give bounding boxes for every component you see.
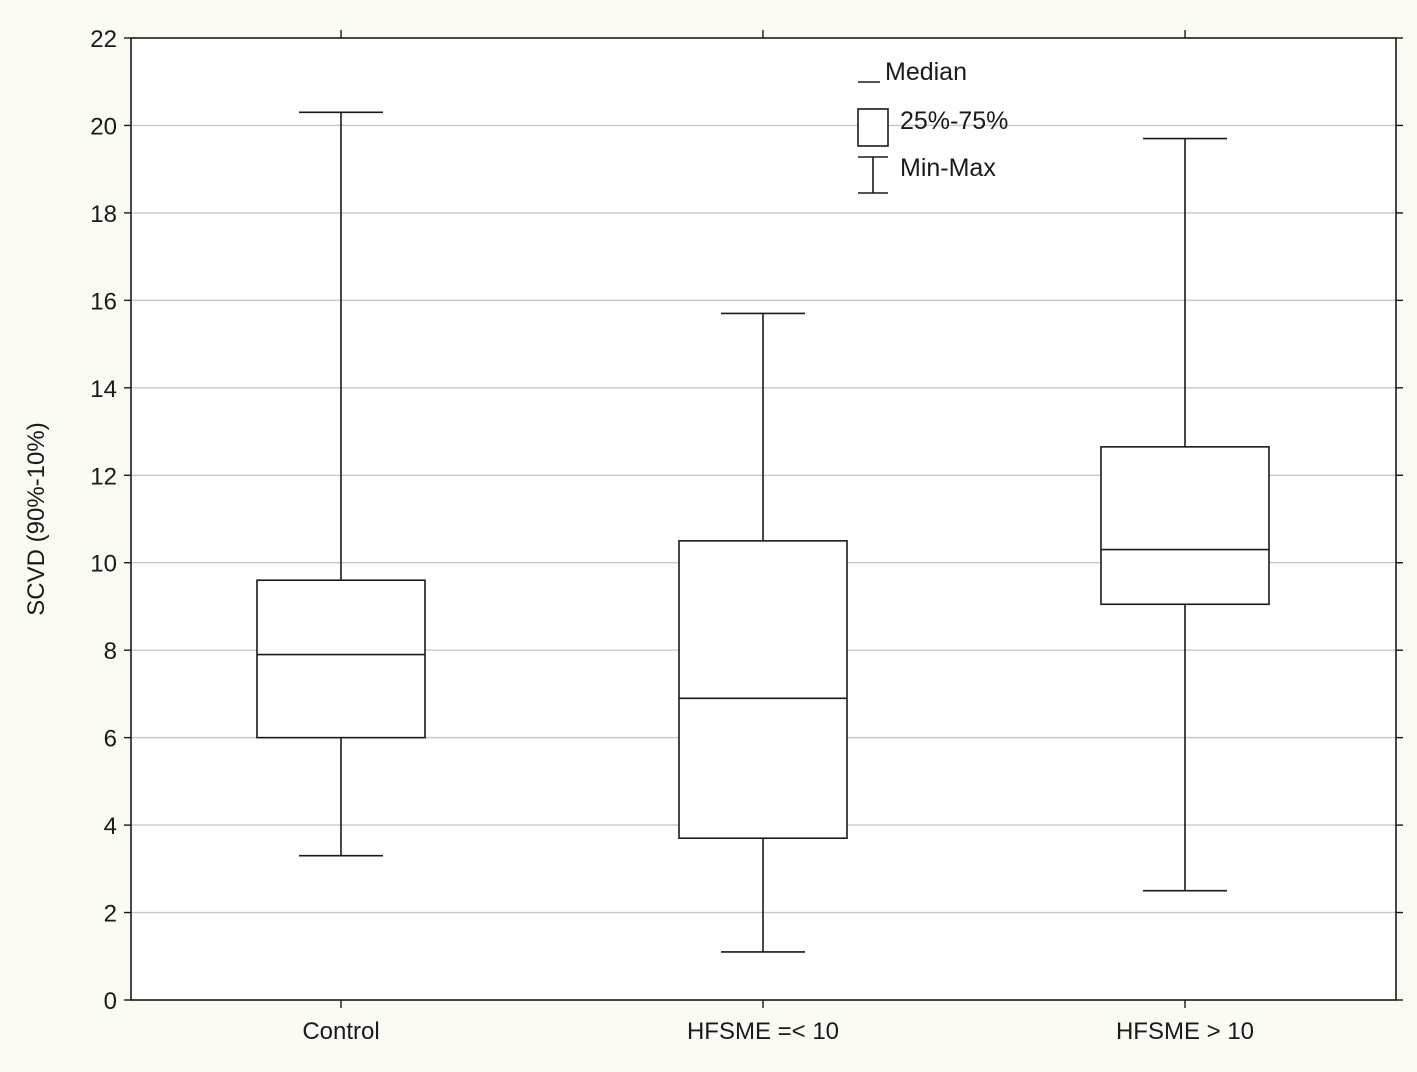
y-tick-label: 4: [104, 813, 117, 840]
x-tick-label: Control: [302, 1018, 379, 1045]
boxes: [256, 111, 1270, 953]
x-tick-label: HFSME =< 10: [687, 1018, 839, 1045]
box-group: [678, 312, 848, 953]
y-axis-ticks: 0 2 4 6 8 10 12 14 16 18 20 22: [90, 26, 1403, 1015]
y-tick-label: 20: [90, 113, 117, 140]
y-tick-label: 0: [104, 988, 117, 1015]
y-tick-label: 18: [90, 201, 117, 228]
y-tick-label: 12: [90, 463, 117, 490]
y-tick-label: 16: [90, 288, 117, 315]
legend-box-label: 25%-75%: [900, 107, 1008, 135]
y-axis-title: SCVD (90%-10%): [23, 422, 50, 615]
iqr-box: [256, 579, 426, 739]
plot-frame: [130, 37, 1397, 1001]
legend-whisker-symbol: [858, 156, 888, 194]
iqr-box: [1100, 446, 1270, 606]
legend-median-label: Median: [885, 58, 967, 86]
y-tick-label: 8: [104, 638, 117, 665]
y-tick-label: 14: [90, 376, 117, 403]
x-axis-ticks: Control HFSME =< 10 HFSME > 10: [302, 30, 1254, 1045]
box-group: [256, 111, 426, 857]
legend-whisker-label: Min-Max: [900, 154, 996, 182]
y-tick-label: 22: [90, 26, 117, 53]
y-tick-label: 6: [104, 726, 117, 753]
legend-box-symbol: [857, 108, 889, 147]
y-tick-label: 10: [90, 551, 117, 578]
legend: Median 25%-75% Min-Max: [857, 58, 1008, 194]
x-tick-label: HFSME > 10: [1116, 1018, 1254, 1045]
iqr-box: [678, 540, 848, 840]
box-group: [1100, 137, 1270, 892]
y-tick-label: 2: [104, 901, 117, 928]
